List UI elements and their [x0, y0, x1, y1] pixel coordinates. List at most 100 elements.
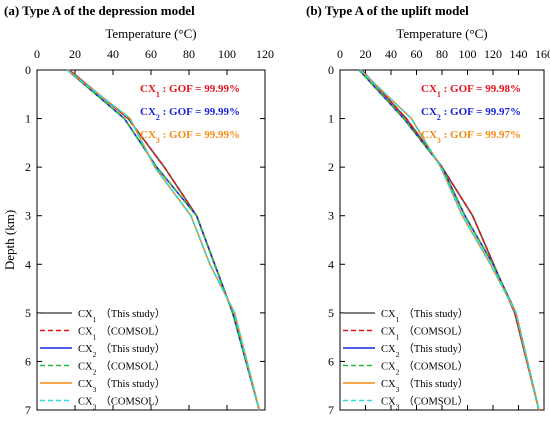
- legend-method: （This study）: [403, 308, 468, 320]
- series-line-1: [361, 69, 540, 411]
- x-axis-label: Temperature (°C): [105, 26, 196, 41]
- legend-label: CX: [381, 309, 396, 320]
- legend-entry: CX2 （This study）: [78, 343, 165, 359]
- gof-annotation-subscript: 1: [156, 90, 160, 99]
- x-tick-label: 140: [510, 47, 528, 61]
- plot-frame: [339, 69, 545, 411]
- y-tick-label: 3: [25, 209, 31, 223]
- gof-annotation: CX1 : GOF = 99.99%: [140, 83, 240, 99]
- legend-subscript: 2: [396, 367, 400, 376]
- legend-label: CX: [78, 379, 93, 390]
- gof-annotation-text: : GOF = 99.98%: [441, 83, 521, 95]
- x-tick-label: 100: [218, 47, 236, 61]
- y-tick-label: 4: [25, 257, 31, 271]
- legend-method: （This study）: [403, 378, 468, 390]
- gof-annotation-subscript: 3: [156, 136, 160, 145]
- gof-annotation-subscript: 2: [156, 113, 160, 122]
- legend-method: （COMSOL）: [100, 396, 165, 408]
- legend-subscript: 1: [93, 332, 97, 341]
- series-line-3: [66, 69, 261, 411]
- series-line-1: [68, 69, 261, 411]
- legend-label: CX: [381, 362, 396, 373]
- legend-subscript: 1: [396, 315, 400, 324]
- legend-subscript: 2: [93, 350, 97, 359]
- legend-entry: CX2 （COMSOL）: [78, 361, 165, 377]
- legend-label: CX: [381, 397, 396, 408]
- legend-subscript: 3: [396, 402, 400, 411]
- legend-method: （This study）: [100, 343, 165, 355]
- legend-entry: CX2 （This study）: [381, 343, 468, 359]
- legend-method: （COMSOL）: [100, 361, 165, 373]
- gof-annotation-text: : GOF = 99.99%: [160, 129, 240, 141]
- gof-annotation-subscript: 2: [437, 113, 441, 122]
- y-tick-label: 0: [25, 63, 31, 77]
- gof-annotation-subscript: 1: [437, 90, 441, 99]
- legend-label: CX: [381, 327, 396, 338]
- legend-label: CX: [78, 309, 93, 320]
- y-tick-label: 5: [328, 306, 334, 320]
- legend-subscript: 3: [93, 385, 97, 394]
- y-tick-label: 2: [328, 160, 334, 174]
- series-line-5: [359, 69, 540, 411]
- gof-annotation-label: CX: [421, 106, 437, 118]
- legend-subscript: 1: [396, 332, 400, 341]
- series-line-4: [358, 69, 540, 411]
- legend-entry: CX3 （COMSOL）: [381, 396, 468, 412]
- x-tick-label: 40: [385, 47, 397, 61]
- gof-annotation: CX1 : GOF = 99.98%: [421, 83, 521, 99]
- legend-subscript: 2: [93, 367, 97, 376]
- chart-panel-a: (a) Type A of the depression model Temper…: [2, 3, 274, 417]
- legend-entry: CX3 （COMSOL）: [78, 396, 165, 412]
- legend-label: CX: [78, 362, 93, 373]
- x-tick-label: 160: [535, 47, 550, 61]
- series-line-3: [358, 69, 540, 411]
- y-axis-label: Depth (km): [2, 210, 17, 270]
- legend-entry: CX1 （COMSOL）: [78, 326, 165, 342]
- gof-annotation-text: : GOF = 99.97%: [441, 129, 521, 141]
- series-line-6: [66, 69, 261, 411]
- legend-entry: CX3 （This study）: [78, 378, 165, 394]
- x-tick-label: 0: [337, 47, 343, 61]
- legend: CX1 （This study）CX1 （COMSOL）CX2 （This study…: [40, 308, 165, 411]
- legend-entry: CX1 （COMSOL）: [381, 326, 468, 342]
- legend-entry: CX3 （This study）: [381, 378, 468, 394]
- y-tick-label: 5: [25, 306, 31, 320]
- legend: CX1 （This study）CX1 （COMSOL）CX2 （This study…: [343, 308, 468, 411]
- series-line-2: [68, 69, 261, 411]
- legend-label: CX: [381, 344, 396, 355]
- legend-method: （COMSOL）: [403, 361, 468, 373]
- legend-method: （COMSOL）: [403, 326, 468, 338]
- legend-subscript: 2: [396, 350, 400, 359]
- y-tick-label: 0: [328, 63, 334, 77]
- legend-label: CX: [78, 327, 93, 338]
- y-tick-label: 2: [25, 160, 31, 174]
- y-tick-label: 6: [25, 354, 31, 368]
- y-tick-label: 1: [328, 112, 334, 126]
- gof-annotation-subscript: 3: [437, 136, 441, 145]
- gof-annotation-text: : GOF = 99.99%: [160, 83, 240, 95]
- gof-annotation: CX3 : GOF = 99.99%: [140, 129, 240, 145]
- y-tick-label: 3: [328, 209, 334, 223]
- gof-annotation-text: : GOF = 99.99%: [160, 106, 240, 118]
- x-tick-label: 40: [107, 47, 119, 61]
- series-line-6: [359, 69, 540, 411]
- panel-title: (b) Type A of the uplift model: [306, 3, 469, 18]
- legend-label: CX: [381, 379, 396, 390]
- legend-subscript: 1: [93, 315, 97, 324]
- x-tick-label: 120: [484, 47, 502, 61]
- gof-annotation: CX3 : GOF = 99.97%: [421, 129, 521, 145]
- x-tick-label: 0: [34, 47, 40, 61]
- x-tick-label: 80: [436, 47, 448, 61]
- legend-label: CX: [78, 397, 93, 408]
- x-tick-label: 20: [69, 47, 81, 61]
- x-tick-label: 120: [256, 47, 274, 61]
- x-tick-label: 100: [459, 47, 477, 61]
- gof-annotation: CX2 : GOF = 99.99%: [140, 106, 240, 122]
- gof-annotation-label: CX: [140, 106, 156, 118]
- legend-method: （This study）: [100, 308, 165, 320]
- plot-frame: [36, 69, 266, 411]
- gof-annotation-label: CX: [421, 129, 437, 141]
- x-tick-label: 60: [411, 47, 423, 61]
- panel-title: (a) Type A of the depression model: [4, 3, 195, 18]
